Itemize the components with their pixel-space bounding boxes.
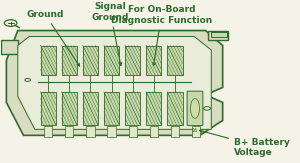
Polygon shape xyxy=(208,30,228,39)
Bar xyxy=(104,45,119,75)
Bar xyxy=(125,92,140,125)
Bar xyxy=(192,126,200,137)
Bar xyxy=(128,126,137,137)
FancyBboxPatch shape xyxy=(187,91,203,126)
Bar xyxy=(62,92,77,125)
Polygon shape xyxy=(1,39,18,54)
Bar xyxy=(211,32,227,37)
Bar xyxy=(171,126,179,137)
Bar xyxy=(44,126,52,137)
Text: 16: 16 xyxy=(192,128,198,133)
Bar xyxy=(150,126,158,137)
Text: Signal
Ground: Signal Ground xyxy=(92,2,129,66)
Bar xyxy=(40,92,56,125)
Bar xyxy=(146,92,161,125)
Polygon shape xyxy=(18,37,211,129)
Bar xyxy=(107,126,116,137)
Text: Ground: Ground xyxy=(26,10,80,66)
Bar xyxy=(125,45,140,75)
Bar xyxy=(104,92,119,125)
Ellipse shape xyxy=(190,98,200,118)
Bar xyxy=(83,92,98,125)
Bar xyxy=(62,45,77,75)
Bar xyxy=(65,126,74,137)
Polygon shape xyxy=(6,30,223,135)
Text: For On-Board
Diagnostic Function: For On-Board Diagnostic Function xyxy=(111,5,212,66)
Bar xyxy=(146,45,161,75)
Text: B+ Battery
Voltage: B+ Battery Voltage xyxy=(200,130,290,157)
Circle shape xyxy=(25,78,31,82)
Bar xyxy=(86,126,94,137)
Bar xyxy=(167,45,183,75)
Bar xyxy=(83,45,98,75)
Bar xyxy=(167,92,183,125)
Circle shape xyxy=(204,107,210,110)
Bar xyxy=(40,45,56,75)
